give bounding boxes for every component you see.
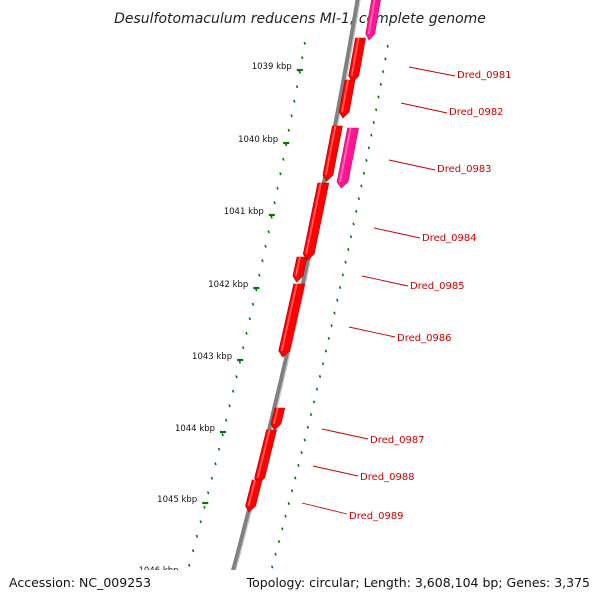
gene-label: Dred_0988	[360, 472, 415, 483]
gene-leader-line	[408, 66, 456, 77]
gene-leader-line	[301, 502, 348, 515]
gene-arrow-highlight	[272, 408, 279, 424]
gene-arrow-highlight	[350, 38, 360, 76]
gene-leader-line	[321, 428, 369, 440]
gene-label: Dred_0984	[422, 233, 477, 244]
kbp-tick-label: 1045 kbp	[157, 495, 197, 505]
gene-label: Dred_0986	[397, 333, 452, 344]
footer-background	[0, 570, 600, 600]
gene-labels: Dred_0981 Dred_0982 Dred_0983 Dred_0984 Dred…	[301, 66, 512, 522]
kbp-tick-label: 1040 kbp	[238, 135, 278, 145]
kbp-tick-label: 1043 kbp	[192, 352, 232, 362]
gene-arrow	[348, 37, 366, 83]
kbp-tick-label: 1042 kbp	[208, 280, 248, 290]
gene-label: Dred_0983	[437, 164, 492, 175]
gene-arrow-highlight	[324, 126, 337, 175]
kbp-tick-label: 1041 kbp	[224, 207, 264, 217]
map-title: Desulfotomaculum reducens MI-1, complete…	[114, 11, 486, 27]
gene-arrow	[270, 407, 286, 431]
gene-leader-line	[312, 465, 359, 477]
gene-leader-line	[361, 275, 409, 287]
gene-arrow	[336, 127, 359, 189]
accession-text: Accession: NC_009253	[9, 575, 151, 590]
gene-leader-line	[400, 102, 448, 114]
kbp-tick-label: 1044 kbp	[175, 424, 215, 434]
genome-summary-text: Topology: circular; Length: 3,608,104 bp…	[246, 575, 590, 590]
kbp-ticks: 1039 kbp 1040 kbp 1041 kbp 1042 kbp 1043 kbp…	[139, 62, 303, 576]
gene-arrow	[365, 0, 381, 41]
gene-arrow-highlight	[341, 80, 349, 112]
gene-arrow-highlight	[305, 183, 322, 254]
gene-arrow-highlight	[247, 480, 257, 506]
gene-leader-line	[348, 326, 396, 338]
kbp-tick-label: 1039 kbp	[252, 62, 292, 72]
gene-label: Dred_0987	[370, 435, 425, 446]
gene-arrow-highlight	[280, 284, 298, 351]
gene-arrow-highlight	[339, 128, 352, 182]
gene-arrows	[224, 0, 381, 600]
gene-arrow-highlight	[294, 257, 301, 276]
gene-arrow	[338, 79, 356, 119]
gene-arrow	[278, 283, 306, 358]
gene-arrow-highlight	[367, 0, 376, 34]
gene-arrow	[322, 125, 343, 182]
gene-arrow-highlight	[256, 430, 271, 478]
gene-arrow	[245, 479, 263, 513]
gene-label: Dred_0985	[410, 281, 465, 292]
gene-label: Dred_0989	[349, 511, 404, 522]
gene-label: Dred_0982	[449, 107, 504, 118]
gene-arrow	[302, 182, 330, 261]
gene-leader-line	[388, 159, 436, 171]
gene-arrow	[292, 256, 308, 283]
gene-label: Dred_0981	[457, 70, 512, 81]
gene-leader-line	[373, 227, 421, 239]
